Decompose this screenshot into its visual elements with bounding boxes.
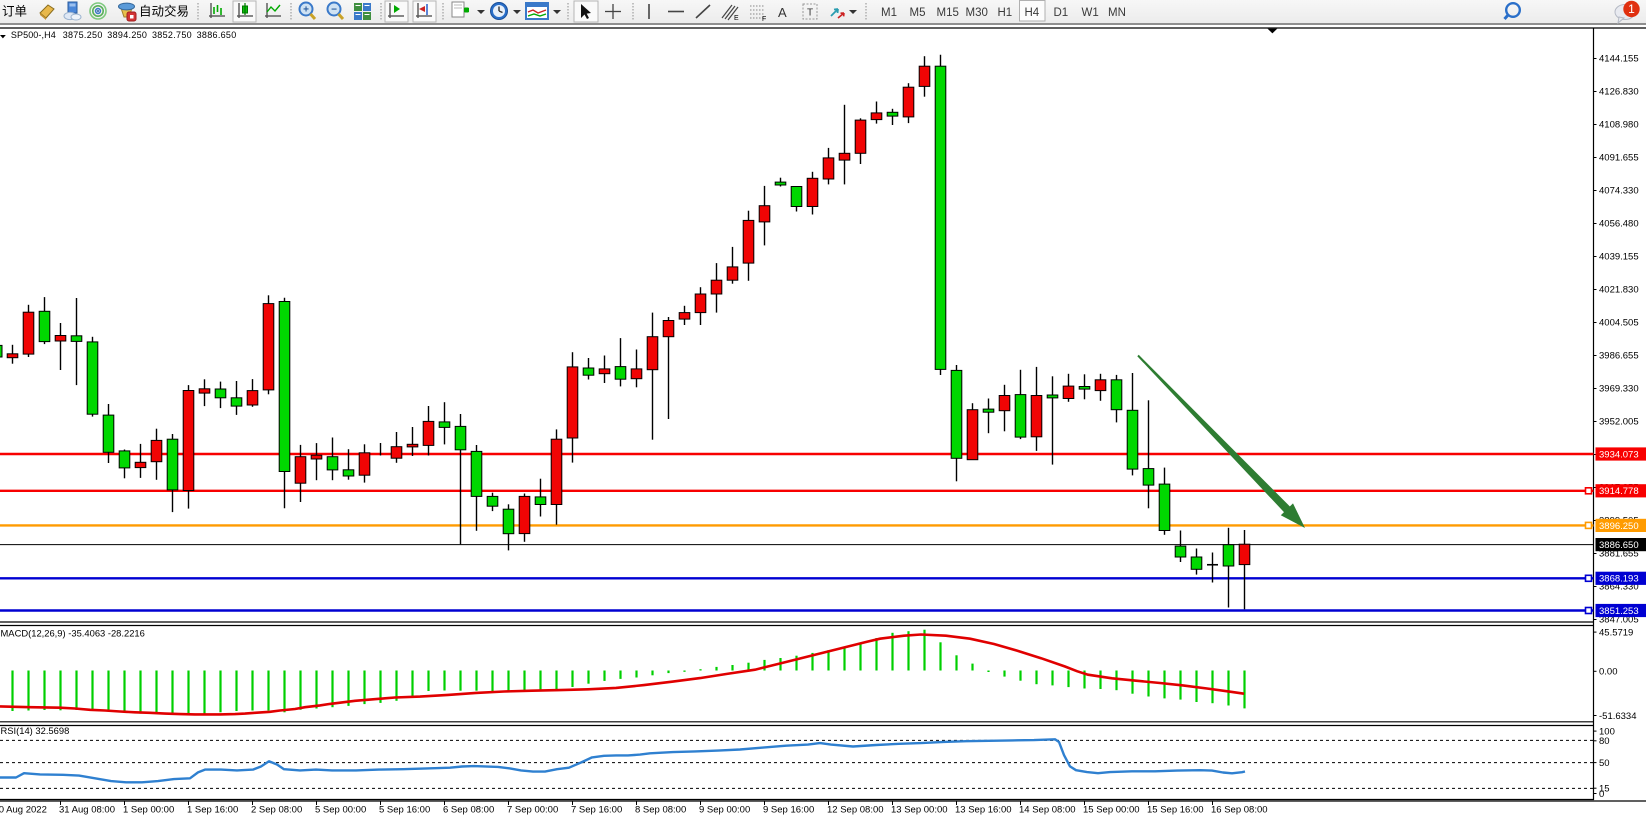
svg-text:50: 50 bbox=[1599, 758, 1610, 769]
svg-text:MN: MN bbox=[1108, 7, 1126, 19]
svg-text:12 Sep 08:00: 12 Sep 08:00 bbox=[827, 804, 884, 815]
svg-text:4056.480: 4056.480 bbox=[1599, 219, 1639, 230]
svg-text:13 Sep 16:00: 13 Sep 16:00 bbox=[955, 804, 1012, 815]
svg-text:0: 0 bbox=[1599, 789, 1604, 800]
svg-text:1 Sep 00:00: 1 Sep 00:00 bbox=[123, 804, 174, 815]
svg-text:7 Sep 16:00: 7 Sep 16:00 bbox=[571, 804, 622, 815]
svg-text:4074.330: 4074.330 bbox=[1599, 186, 1639, 197]
svg-text:3886.650: 3886.650 bbox=[197, 30, 237, 40]
svg-text:订单: 订单 bbox=[2, 5, 27, 19]
svg-text:3952.005: 3952.005 bbox=[1599, 417, 1639, 428]
svg-text:H1: H1 bbox=[998, 7, 1013, 19]
svg-text:M1: M1 bbox=[881, 7, 897, 19]
svg-text:15 Sep 00:00: 15 Sep 00:00 bbox=[1083, 804, 1140, 815]
svg-text:80: 80 bbox=[1599, 736, 1610, 747]
svg-text:3875.250: 3875.250 bbox=[63, 30, 103, 40]
svg-text:H4: H4 bbox=[1025, 7, 1040, 19]
svg-text:D1: D1 bbox=[1054, 7, 1069, 19]
svg-text:8 Sep 08:00: 8 Sep 08:00 bbox=[635, 804, 686, 815]
svg-text:4004.505: 4004.505 bbox=[1599, 318, 1639, 329]
svg-text:1: 1 bbox=[1628, 2, 1635, 16]
svg-text:13 Sep 00:00: 13 Sep 00:00 bbox=[891, 804, 948, 815]
svg-text:4091.655: 4091.655 bbox=[1599, 153, 1639, 164]
svg-text:3852.750: 3852.750 bbox=[152, 30, 192, 40]
svg-text:100: 100 bbox=[1599, 727, 1615, 738]
svg-text:M5: M5 bbox=[910, 7, 926, 19]
svg-text:7 Sep 00:00: 7 Sep 00:00 bbox=[507, 804, 558, 815]
svg-text:0.00: 0.00 bbox=[1599, 667, 1618, 678]
svg-text:-51.6334: -51.6334 bbox=[1599, 711, 1637, 722]
svg-text:3934.073: 3934.073 bbox=[1599, 449, 1639, 460]
svg-text:4108.980: 4108.980 bbox=[1599, 120, 1639, 131]
svg-text:4126.830: 4126.830 bbox=[1599, 87, 1639, 98]
svg-text:3896.250: 3896.250 bbox=[1599, 521, 1639, 532]
svg-text:5 Sep 16:00: 5 Sep 16:00 bbox=[379, 804, 430, 815]
svg-text:3886.650: 3886.650 bbox=[1599, 540, 1639, 551]
svg-text:3864.330: 3864.330 bbox=[1599, 582, 1639, 593]
svg-text:16 Sep 08:00: 16 Sep 08:00 bbox=[1211, 804, 1268, 815]
svg-text:−: − bbox=[331, 5, 337, 16]
svg-text:9 Sep 00:00: 9 Sep 00:00 bbox=[699, 804, 750, 815]
svg-text:4144.155: 4144.155 bbox=[1599, 54, 1639, 65]
svg-text:4021.830: 4021.830 bbox=[1599, 285, 1639, 296]
svg-text:3847.005: 3847.005 bbox=[1599, 615, 1639, 626]
svg-text:4039.155: 4039.155 bbox=[1599, 252, 1639, 263]
svg-text:自动交易: 自动交易 bbox=[139, 4, 189, 19]
svg-text:3986.655: 3986.655 bbox=[1599, 351, 1639, 362]
svg-text:5 Sep 00:00: 5 Sep 00:00 bbox=[315, 804, 366, 815]
svg-text:3881.655: 3881.655 bbox=[1599, 549, 1639, 560]
svg-text:T: T bbox=[807, 8, 813, 19]
svg-text:MACD(12,26,9) -35.4063 -28.221: MACD(12,26,9) -35.4063 -28.2216 bbox=[1, 627, 145, 638]
svg-text:14 Sep 08:00: 14 Sep 08:00 bbox=[1019, 804, 1076, 815]
svg-text:M15: M15 bbox=[937, 7, 959, 19]
svg-text:M30: M30 bbox=[966, 7, 988, 19]
svg-text:3894.250: 3894.250 bbox=[107, 30, 147, 40]
svg-text:F: F bbox=[762, 16, 766, 23]
svg-text:3969.330: 3969.330 bbox=[1599, 384, 1639, 395]
svg-text:30 Aug 2022: 30 Aug 2022 bbox=[0, 804, 47, 815]
svg-text:W1: W1 bbox=[1082, 7, 1099, 19]
svg-text:45.5719: 45.5719 bbox=[1599, 628, 1633, 639]
svg-text:3851.253: 3851.253 bbox=[1599, 606, 1639, 617]
svg-text:A: A bbox=[778, 5, 787, 20]
svg-text:3868.193: 3868.193 bbox=[1599, 574, 1639, 585]
svg-text:RSI(14) 32.5698: RSI(14) 32.5698 bbox=[1, 725, 70, 736]
svg-text:15: 15 bbox=[1599, 784, 1610, 795]
svg-text:31 Aug 08:00: 31 Aug 08:00 bbox=[59, 804, 115, 815]
svg-text:15 Sep 16:00: 15 Sep 16:00 bbox=[1147, 804, 1204, 815]
svg-text:2 Sep 08:00: 2 Sep 08:00 bbox=[251, 804, 302, 815]
svg-text:6 Sep 08:00: 6 Sep 08:00 bbox=[443, 804, 494, 815]
svg-text:SP500-,H4: SP500-,H4 bbox=[11, 30, 56, 40]
svg-text:+: + bbox=[303, 5, 309, 16]
svg-text:9 Sep 16:00: 9 Sep 16:00 bbox=[763, 804, 814, 815]
svg-text:1 Sep 16:00: 1 Sep 16:00 bbox=[187, 804, 238, 815]
svg-text:E: E bbox=[734, 15, 739, 22]
svg-text:3914.778: 3914.778 bbox=[1599, 486, 1639, 497]
